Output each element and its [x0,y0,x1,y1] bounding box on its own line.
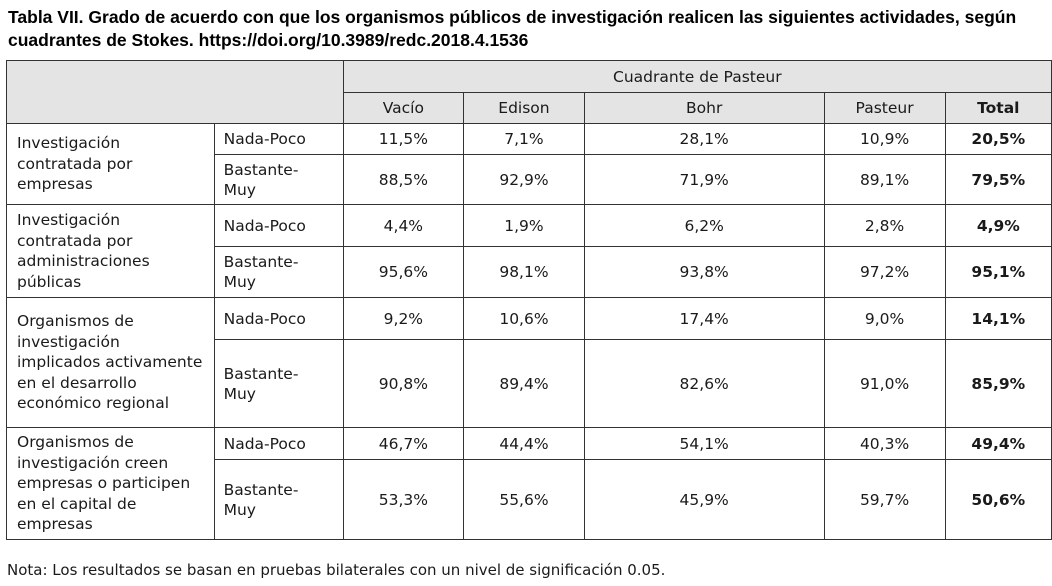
table-row: Bastante-Muy 53,3% 55,6% 45,9% 59,7% 50,6% [7,459,1052,540]
header-corner [6,60,344,124]
response-level-text: Nada-Poco [223,309,306,328]
response-level-text: Bastante-Muy [223,160,299,199]
table-row: Bastante-Muy 90,8% 89,4% 82,6% 91,0% 85,9% [7,339,1052,428]
response-level: Nada-Poco [213,427,344,460]
value-cell: 88,5% [342,154,465,205]
response-level: Nada-Poco [213,123,344,155]
total-cell: 4,9% [944,204,1052,247]
value-cell: 1,9% [463,204,585,247]
response-level: Nada-Poco [213,297,344,340]
value-cell: 71,9% [583,154,825,205]
response-level-text: Nada-Poco [223,434,306,453]
row-group-label: Investigación contratada por empresas [6,123,215,205]
response-level-text: Nada-Poco [223,216,306,235]
value-cell: 55,6% [463,459,585,540]
table-title: Tabla VII. Grado de acuerdo con que los … [8,7,1017,50]
value-cell: 89,1% [823,154,946,205]
value-cell: 59,7% [823,459,946,540]
row-group-label: Investigación contratada por administrac… [6,204,215,298]
response-level: Bastante-Muy [213,339,344,428]
col-header-vacio: Vacío [342,92,465,124]
value-cell: 91,0% [823,339,946,428]
response-level-text: Bastante-Muy [223,480,299,519]
response-level: Bastante-Muy [213,154,344,205]
total-cell: 20,5% [944,123,1052,155]
row-group-label-text: Investigación contratada por administrac… [17,211,150,291]
value-cell: 92,9% [463,154,585,205]
col-header-bohr: Bohr [583,92,825,124]
value-cell: 4,4% [342,204,465,247]
value-cell: 40,3% [823,427,946,460]
col-header-pasteur: Pasteur [823,92,946,124]
value-cell: 89,4% [463,339,585,428]
table-note: Nota: Los resultados se basan en pruebas… [7,561,666,579]
row-group-label: Organismos de investigación creen empres… [6,427,215,540]
row-group-label: Organismos de investigación implicados a… [6,297,215,428]
value-cell: 53,3% [342,459,465,540]
total-cell: 95,1% [944,246,1052,298]
value-cell: 90,8% [342,339,465,428]
value-cell: 98,1% [463,246,585,298]
total-cell: 49,4% [944,427,1052,460]
value-cell: 45,9% [583,459,825,540]
value-cell: 17,4% [583,297,825,340]
results-table: Cuadrante de Pasteur Vacío Edison Bohr P… [6,60,1052,540]
value-cell: 7,1% [463,123,585,155]
total-cell: 79,5% [944,154,1052,205]
value-cell: 11,5% [342,123,465,155]
response-level: Bastante-Muy [213,459,344,540]
response-level: Bastante-Muy [213,246,344,298]
table-row: Bastante-Muy 88,5% 92,9% 71,9% 89,1% 79,5% [7,154,1052,205]
table-row: Organismos de investigación creen empres… [6,427,1052,540]
value-cell: 10,9% [823,123,946,155]
value-cell: 46,7% [342,427,465,460]
row-group-label-text: Organismos de investigación implicados a… [17,312,203,413]
response-level-text: Nada-Poco [223,130,306,148]
response-level-text: Bastante-Muy [223,364,299,403]
table-row: Organismos de investigación implicados a… [6,297,1052,428]
value-cell: 93,8% [583,246,825,298]
total-cell: 50,6% [944,459,1052,540]
value-cell: 97,2% [823,246,946,298]
value-cell: 9,2% [342,297,465,340]
response-level-text: Bastante-Muy [223,253,299,291]
table-row: Bastante-Muy 95,6% 98,1% 93,8% 97,2% 95,1% [7,246,1052,298]
table-row: Investigación contratada por administrac… [6,204,1052,298]
col-header-edison: Edison [463,92,585,124]
value-cell: 2,8% [823,204,946,247]
row-group-label-text: Investigación contratada por empresas [17,134,133,194]
value-cell: 95,6% [342,246,465,298]
total-cell: 85,9% [944,339,1052,428]
col-header-total: Total [944,92,1052,124]
value-cell: 44,4% [463,427,585,460]
value-cell: 9,0% [823,297,946,340]
total-cell: 14,1% [944,297,1052,340]
response-level: Nada-Poco [213,204,344,247]
value-cell: 6,2% [583,204,825,247]
value-cell: 28,1% [583,123,825,155]
value-cell: 82,6% [583,339,825,428]
group-header: Cuadrante de Pasteur [342,60,1052,93]
table-row: Investigación contratada por empresas Nad… [6,123,1052,205]
value-cell: 54,1% [583,427,825,460]
row-group-label-text: Organismos de investigación creen empres… [17,433,191,534]
value-cell: 10,6% [463,297,585,340]
